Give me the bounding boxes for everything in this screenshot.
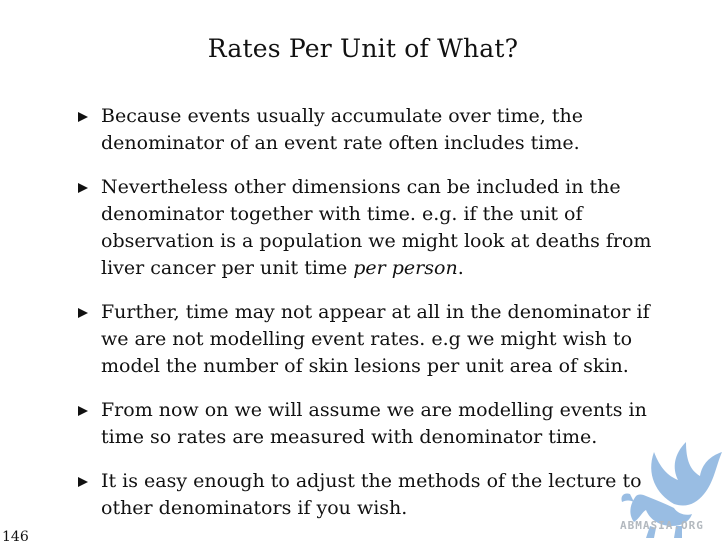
bullet-arrow-icon bbox=[78, 112, 88, 122]
bullet-text: Further, time may not appear at all in t… bbox=[101, 301, 650, 377]
bullet-item: Because events usually accumulate over t… bbox=[78, 103, 678, 157]
bullet-arrow-icon bbox=[78, 406, 88, 416]
bullet-arrow-icon bbox=[78, 308, 88, 318]
bullet-text: Because events usually accumulate over t… bbox=[101, 105, 583, 154]
bullet-item: Further, time may not appear at all in t… bbox=[78, 299, 678, 380]
bullet-text: Nevertheless other dimensions can be inc… bbox=[101, 174, 678, 282]
bullet-text-main: Nevertheless other dimensions can be inc… bbox=[101, 176, 652, 279]
bullet-arrow-icon bbox=[78, 477, 88, 487]
bullet-text-suffix: . bbox=[457, 257, 464, 279]
page-number: 146 bbox=[2, 529, 29, 545]
bullet-text: It is easy enough to adjust the methods … bbox=[101, 470, 642, 519]
slide-title: Rates Per Unit of What? bbox=[207, 34, 519, 63]
winged-lion-logo-icon bbox=[621, 442, 722, 538]
bullet-text-emphasis: per person bbox=[353, 257, 458, 279]
watermark-text: ABMASIA.ORG bbox=[620, 519, 704, 532]
bullet-text: From now on we will assume we are modell… bbox=[101, 399, 647, 448]
bullet-arrow-icon bbox=[78, 183, 88, 193]
bullet-list: Because events usually accumulate over t… bbox=[78, 103, 678, 539]
bullet-item: Nevertheless other dimensions can be inc… bbox=[78, 174, 678, 282]
bullet-item: From now on we will assume we are modell… bbox=[78, 397, 678, 451]
bullet-item: It is easy enough to adjust the methods … bbox=[78, 468, 678, 522]
